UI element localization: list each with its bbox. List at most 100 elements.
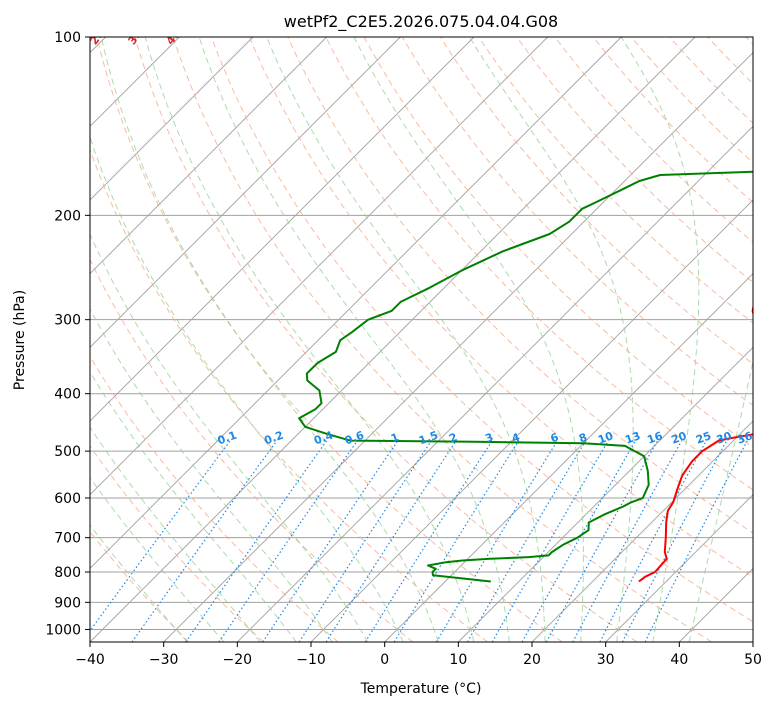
moist-adiabat-line <box>688 358 753 642</box>
isotherm-line <box>679 567 753 642</box>
dry-adiabat-line <box>90 445 264 642</box>
dry-adiabat-label: 40 <box>164 27 184 47</box>
moist-adiabat-line <box>620 37 700 642</box>
isotherm-line <box>384 273 753 642</box>
isotherm-line <box>90 37 475 422</box>
plot-frame <box>89 36 754 643</box>
isotherm-line <box>237 125 753 642</box>
moist-adiabat-line <box>90 135 404 642</box>
x-tick-label: −40 <box>75 652 105 668</box>
mixing-ratio-label: 8 <box>577 431 589 446</box>
mixing-ratio-line <box>364 440 493 642</box>
mixing-ratio-line <box>621 440 728 642</box>
mixing-ratio-label: 1.5 <box>417 429 440 448</box>
x-tick-label: 40 <box>670 652 688 668</box>
dry-adiabat-line <box>401 37 753 406</box>
mixing-ratio-line <box>262 440 399 642</box>
mixing-ratio-label: 20 <box>670 429 689 447</box>
moist-adiabat-line <box>144 37 475 642</box>
mixing-ratio-label: 25 <box>694 429 713 446</box>
y-tick-label: 700 <box>54 531 81 547</box>
dry-adiabat-line <box>90 355 339 642</box>
isotherm-line <box>90 37 548 496</box>
x-tick-label: 50 <box>744 652 762 668</box>
y-tick-label: 600 <box>54 491 81 507</box>
mixing-ratio-line <box>435 440 558 642</box>
dry-adiabat-label: 30 <box>125 27 145 47</box>
moist-adiabat-line <box>198 37 510 642</box>
mixing-ratio-label: 6 <box>549 430 561 445</box>
mixing-ratio-line <box>185 440 328 642</box>
y-tick-label: 300 <box>54 313 81 329</box>
dry-adiabat-line <box>134 37 638 642</box>
moist-adiabat-line <box>266 37 546 642</box>
dry-adiabat-line <box>363 37 753 448</box>
mixing-ratio-line <box>298 440 432 642</box>
dry-adiabat-line <box>90 530 190 642</box>
mixing-ratio-line <box>466 440 587 642</box>
mixing-ratio-label: 13 <box>623 429 642 446</box>
y-tick-label: 900 <box>54 595 81 611</box>
dry-adiabat-line <box>669 37 753 124</box>
y-tick-label: 100 <box>54 30 81 46</box>
isotherm-line <box>531 420 753 642</box>
dry-adiabat-line <box>249 37 753 578</box>
mixing-ratio-line <box>393 440 520 642</box>
iso-labels: 0.10.20.40.611.52346810131620253036-100-… <box>13 27 754 448</box>
mixing-ratio-label: 36 <box>735 429 754 447</box>
mixing-ratio-label: 16 <box>645 429 664 447</box>
mixing-ratio-label: 2 <box>447 431 459 446</box>
dry-adiabat-line <box>592 37 753 204</box>
dry-adiabat-line <box>325 37 753 491</box>
dry-adiabat-label: 0 <box>13 30 28 44</box>
x-tick-label: −20 <box>223 652 253 668</box>
isotherm-line <box>90 37 696 642</box>
moist-adiabat-line <box>90 426 261 642</box>
mixing-ratio-label: 0.2 <box>262 429 285 448</box>
mixing-ratio-line <box>131 440 278 642</box>
mixing-ratio-label: 10 <box>596 429 615 447</box>
isotherm-line <box>605 494 753 642</box>
x-tick-label: 30 <box>597 652 615 668</box>
dry-adiabat-line <box>90 148 488 642</box>
dry-adiabat-line <box>172 37 712 642</box>
mixing-ratio-label: 0.4 <box>312 428 335 447</box>
mixing-ratio-label: 1 <box>389 431 401 446</box>
x-tick-label: 10 <box>449 652 467 668</box>
mixing-ratio-line <box>644 440 748 642</box>
dry-adiabat-label: 20 <box>87 27 107 47</box>
moist-adiabat-line <box>90 524 188 642</box>
dry-adiabat-line <box>439 37 753 365</box>
axes: −40 −30 −20 −10 0 10 20 30 40 50 1000 900 800 700 600 5… <box>45 30 762 668</box>
dry-adiabat-line <box>90 258 414 642</box>
mixing-ratio-line <box>491 440 609 642</box>
mixing-ratio-label: 4 <box>510 430 522 445</box>
mixing-ratio-line <box>521 440 637 642</box>
mixing-ratio-label: 0.6 <box>343 428 366 447</box>
y-tick-label: 400 <box>54 387 81 403</box>
chart-title: wetPf2_C2E5.2026.075.04.04.G08 <box>284 12 558 32</box>
dry-adiabat-line <box>516 37 753 283</box>
isotherm-line <box>310 199 753 642</box>
y-tick-label: 500 <box>54 444 81 460</box>
temperature-line <box>638 303 753 583</box>
dry-adiabat-line <box>287 37 753 534</box>
dry-adiabat-line <box>745 37 753 45</box>
mixing-ratio-label: 3 <box>483 431 495 446</box>
mixing-ratio-line <box>599 440 707 642</box>
grid-lines <box>90 37 753 642</box>
moist-adiabat-line <box>90 476 225 642</box>
dry-adiabat-line <box>707 37 753 85</box>
mixing-ratio-label: 0.1 <box>216 429 239 448</box>
moist-adiabat-line <box>90 232 369 642</box>
dry-adiabat-line <box>210 37 753 623</box>
isotherm-line <box>458 346 753 642</box>
x-axis-title: Temperature (°C) <box>360 681 482 697</box>
mixing-ratio-label: 30 <box>715 429 734 447</box>
x-tick-label: 20 <box>523 652 541 668</box>
isotherm-line <box>752 641 753 642</box>
isotherm-line <box>90 37 622 569</box>
dewpoint-line <box>298 170 753 583</box>
dry-adiabat-line <box>630 37 753 164</box>
